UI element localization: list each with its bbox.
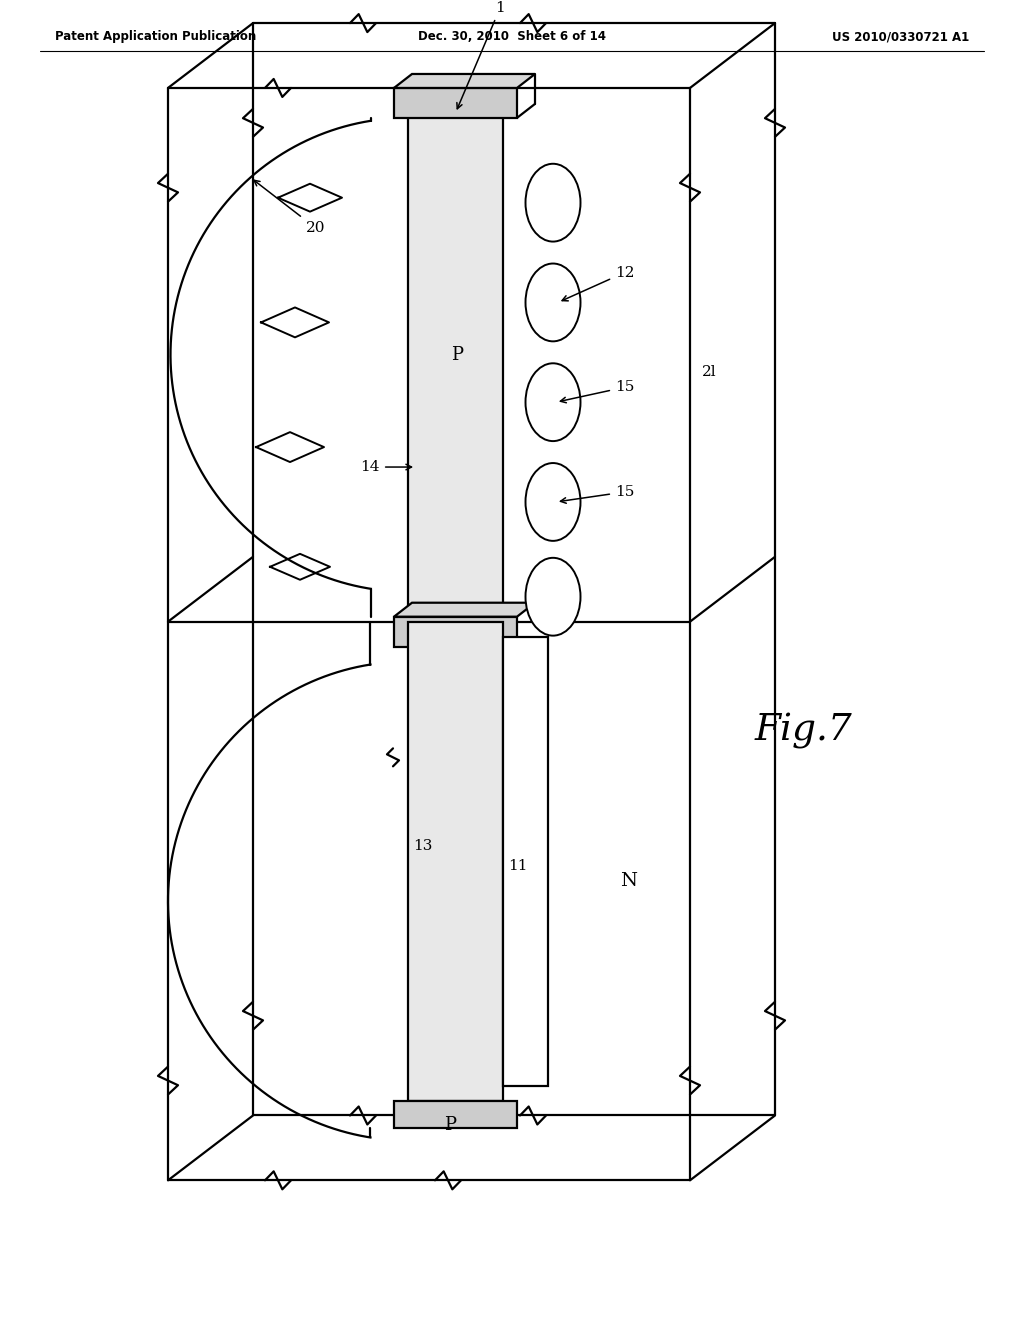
Text: 12: 12: [562, 265, 635, 301]
Text: 20: 20: [254, 181, 325, 235]
Bar: [394, 1101, 517, 1129]
Text: P: P: [452, 346, 464, 364]
Text: 15: 15: [560, 380, 635, 403]
Text: P: P: [444, 1117, 457, 1134]
Bar: [503, 636, 548, 1085]
Text: 15: 15: [560, 484, 635, 503]
Text: 14: 14: [360, 461, 412, 474]
Text: Dec. 30, 2010  Sheet 6 of 14: Dec. 30, 2010 Sheet 6 of 14: [418, 30, 606, 44]
Polygon shape: [394, 74, 535, 88]
Text: 2l: 2l: [702, 366, 717, 379]
Text: N: N: [620, 873, 637, 890]
Polygon shape: [394, 603, 535, 616]
Text: Fig.7: Fig.7: [755, 713, 853, 750]
Bar: [394, 88, 517, 117]
Ellipse shape: [525, 558, 581, 636]
Ellipse shape: [525, 463, 581, 541]
Ellipse shape: [525, 164, 581, 242]
Ellipse shape: [525, 264, 581, 342]
Bar: [394, 616, 517, 647]
Text: 13: 13: [413, 840, 432, 853]
Text: 11: 11: [508, 859, 527, 873]
Bar: [408, 622, 503, 1101]
Ellipse shape: [525, 363, 581, 441]
Text: US 2010/0330721 A1: US 2010/0330721 A1: [831, 30, 969, 44]
Bar: [408, 88, 503, 622]
Text: Patent Application Publication: Patent Application Publication: [55, 30, 256, 44]
Text: 1: 1: [457, 1, 505, 108]
